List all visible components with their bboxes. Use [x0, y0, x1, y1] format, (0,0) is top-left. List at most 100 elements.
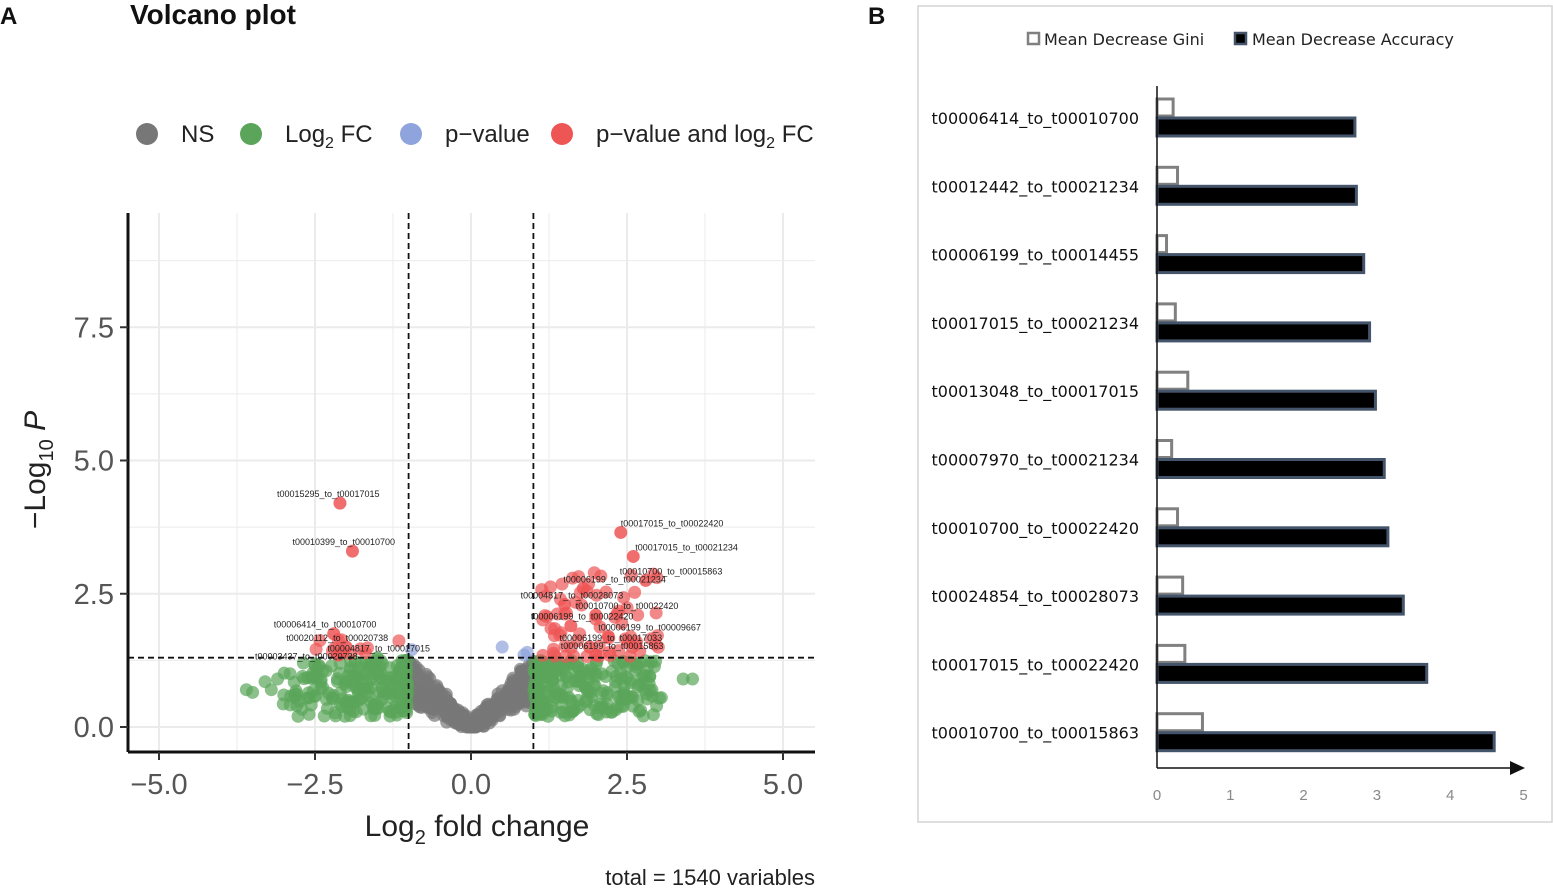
legend-label-part: FC	[775, 121, 814, 148]
volcano-point	[540, 610, 554, 624]
volcano-point	[395, 654, 409, 668]
bar-category-label: t00013048_to_t00017015	[932, 382, 1139, 402]
volcano-point	[599, 585, 613, 599]
volcano-point	[520, 645, 534, 659]
legend-swatch-gini	[1026, 31, 1041, 46]
volcano-point	[339, 696, 353, 710]
volcano-labeled-point	[327, 627, 341, 641]
volcano-point	[620, 601, 634, 615]
volcano-point	[400, 688, 414, 702]
volcano-point	[620, 661, 634, 675]
volcano-point	[464, 717, 478, 731]
volcano-point-label: t00015295_to_t00017015	[277, 489, 380, 499]
volcano-point	[676, 672, 690, 686]
bar-category-label: t00017015_to_t00022420	[932, 655, 1139, 675]
volcano-point	[427, 684, 441, 698]
volcano-point	[413, 694, 427, 708]
volcano-axes: −5.0 −2.5 0.0 2.5 5.0 0.0 2.5 5.0 7.5	[74, 213, 815, 801]
volcano-point	[264, 683, 278, 697]
volcano-point	[575, 598, 589, 612]
volcano-point	[559, 670, 573, 684]
bar-accuracy	[1155, 526, 1390, 548]
volcano-point	[631, 608, 645, 622]
y-title-part-1: −Log	[19, 462, 52, 530]
volcano-labeled-point	[564, 619, 578, 633]
volcano-x-tick-label: 0.0	[451, 769, 491, 801]
y-title-part-2: P	[19, 411, 52, 439]
volcano-point	[291, 709, 305, 723]
volcano-labeled-point	[601, 629, 615, 643]
volcano-point	[594, 569, 608, 583]
volcano-point	[624, 630, 638, 644]
volcano-point	[550, 607, 564, 621]
volcano-legend-marker	[400, 123, 422, 145]
volcano-point-label: t00010399_to_t00010700	[292, 537, 395, 547]
volcano-point	[321, 686, 335, 700]
volcano-point	[555, 689, 569, 703]
volcano-point	[368, 708, 382, 722]
volcano-gridlines	[128, 213, 815, 752]
volcano-point	[271, 672, 285, 686]
volcano-legend-label: NS	[181, 121, 214, 148]
volcano-point	[384, 705, 398, 719]
bar-legend: Mean Decrease Gini Mean Decrease Accuracy	[1026, 30, 1454, 49]
bar-gini	[1155, 712, 1204, 733]
volcano-labeled-point	[333, 496, 347, 510]
volcano-point	[492, 708, 506, 722]
volcano-point	[608, 610, 622, 624]
volcano-point	[354, 657, 368, 671]
panel-a-letter: A	[0, 3, 17, 30]
volcano-point	[277, 688, 291, 702]
bar-x-tick-label: 2	[1299, 787, 1307, 804]
volcano-point-label: t00006199_to_t00009667	[598, 622, 701, 632]
bar-accuracy	[1155, 662, 1429, 684]
volcano-labeled-point	[558, 597, 572, 611]
volcano-point	[364, 672, 378, 686]
bar-gini	[1155, 370, 1190, 391]
bar-accuracy	[1155, 184, 1358, 206]
volcano-point	[339, 675, 353, 689]
volcano-point	[239, 683, 253, 697]
volcano-point	[283, 667, 297, 681]
volcano-point-label: t00010700_to_t00022420	[576, 601, 679, 611]
volcano-x-tick-label: −2.5	[286, 769, 343, 801]
volcano-plot-area: t00015295_to_t00017015 t00010399_to_t0001…	[74, 213, 815, 801]
bar-accuracy	[1155, 731, 1496, 753]
volcano-point	[313, 634, 327, 648]
x-title-part-1: Log	[365, 810, 415, 843]
volcano-point	[296, 669, 310, 683]
volcano-point	[361, 641, 375, 655]
volcano-point	[631, 680, 645, 694]
volcano-labeled-point	[614, 525, 628, 539]
legend-label-sub: 2	[325, 135, 334, 152]
volcano-point-label: t00006414_to_t00010700	[274, 620, 377, 630]
volcano-point	[609, 703, 623, 717]
volcano-point	[555, 577, 569, 591]
bar-category-label: t00007970_to_t00021234	[932, 451, 1139, 471]
volcano-point	[547, 642, 561, 656]
bar-category-label: t00010700_to_t00022420	[932, 519, 1139, 539]
bar-gini	[1155, 575, 1185, 596]
volcano-point	[584, 685, 598, 699]
volcano-point	[399, 703, 413, 717]
volcano-point-label: t00020112_to_t00020738	[286, 633, 388, 643]
bar-x-tick-label: 4	[1446, 787, 1454, 804]
y-title-sub: 10	[36, 439, 58, 461]
volcano-y-tick-label: 5.0	[74, 446, 114, 478]
bar-x-axis-arrow	[1510, 761, 1525, 775]
bar-accuracy	[1155, 116, 1357, 138]
volcano-point	[617, 591, 631, 605]
volcano-labeled-point	[639, 573, 653, 587]
volcano-labeled-point	[345, 544, 359, 558]
volcano-point	[495, 640, 509, 654]
volcano-point-labels: t00015295_to_t00017015 t00010399_to_t0001…	[255, 489, 738, 662]
volcano-point	[328, 706, 342, 720]
legend-label-sub: 2	[766, 135, 775, 152]
volcano-legend-label: p−value and log2 FC	[596, 121, 814, 152]
volcano-point	[509, 678, 523, 692]
volcano-point-label: t00006199_to_t00017033	[560, 633, 663, 643]
volcano-point	[571, 671, 585, 685]
volcano-point	[643, 669, 657, 683]
bar-gini	[1155, 507, 1180, 528]
legend-label-accuracy: Mean Decrease Accuracy	[1252, 30, 1454, 49]
